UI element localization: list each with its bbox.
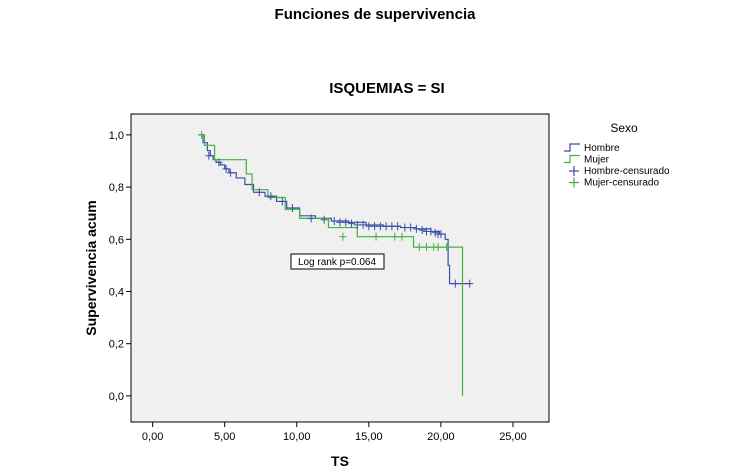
chart-title: ISQUEMIAS = SI (329, 80, 444, 97)
log-rank-annotation: Log rank p=0.064 (298, 257, 377, 268)
censor-mark-hombre-censurado (412, 224, 420, 233)
legend-item-label: Mujer (584, 155, 610, 166)
censor-mark-mujer-censurado (434, 243, 442, 252)
y-tick-label: 0,4 (109, 286, 124, 298)
legend-item-label: Mujer-censurado (584, 178, 659, 189)
legend-swatch (569, 177, 579, 188)
censor-mark-mujer-censurado (422, 243, 430, 252)
censor-marks (198, 130, 474, 288)
censor-mark-hombre-censurado (205, 151, 213, 160)
censor-mark-hombre-censurado (359, 220, 367, 229)
censor-mark-mujer-censurado (415, 243, 423, 252)
page-title: Funciones de supervivencia (274, 6, 476, 23)
y-axis: 0,0 0,2 0,4 0,6 0,8 1,0 (109, 130, 131, 403)
x-tick-label: 0,00 (142, 431, 163, 443)
legend: Sexo HombreMujerHombre-censuradoMujer-ce… (564, 121, 670, 189)
censor-mark-hombre-censurado (466, 279, 474, 288)
x-tick-label: 25,00 (499, 431, 527, 443)
y-tick-label: 0,0 (109, 391, 124, 403)
legend-item-label: Hombre-censurado (584, 166, 670, 177)
censor-mark-hombre-censurado (288, 203, 296, 212)
censor-mark-mujer-censurado (398, 232, 406, 241)
annotation-border (290, 253, 385, 270)
censor-mark-hombre-censurado (437, 230, 445, 239)
y-tick-label: 0,6 (109, 234, 124, 246)
x-axis-title: TS (331, 453, 349, 469)
legend-item-label: Hombre (584, 143, 620, 154)
censor-mark-hombre-censurado (226, 168, 234, 177)
x-tick-label: 20,00 (427, 431, 455, 443)
legend-swatch (569, 166, 579, 176)
censor-mark-hombre-censurado (320, 215, 328, 224)
censor-mark-hombre-censurado (215, 158, 223, 167)
y-axis-title: Supervivencia acum (83, 200, 99, 335)
censor-mark-hombre-censurado (307, 214, 315, 223)
censor-mark-mujer-censurado (443, 243, 451, 252)
legend-swatch (564, 154, 580, 164)
y-tick-label: 0,8 (109, 182, 124, 194)
censor-mark-mujer-censurado (198, 130, 206, 139)
censor-mark-hombre-censurado (407, 223, 415, 232)
censor-mark-mujer-censurado (372, 232, 380, 241)
series-line-mujer (198, 134, 464, 396)
x-tick-label: 15,00 (355, 431, 383, 443)
legend-title: Sexo (610, 121, 638, 135)
censor-mark-hombre-censurado (278, 197, 286, 206)
censor-mark-mujer-censurado (339, 232, 347, 241)
censor-mark-hombre-censurado (431, 228, 439, 237)
x-tick-label: 10,00 (283, 431, 311, 443)
censor-mark-hombre-censurado (427, 227, 435, 236)
annotation-box: Log rank p=0.064 (290, 253, 385, 270)
y-tick-label: 0,2 (109, 339, 124, 351)
censor-mark-hombre-censurado (418, 226, 426, 235)
censor-mark-hombre-censurado (330, 217, 338, 226)
censor-mark-hombre-censurado (342, 218, 350, 227)
censor-mark-hombre-censurado (394, 222, 402, 231)
censor-mark-hombre-censurado (222, 164, 230, 173)
legend-swatch (564, 143, 580, 152)
censor-mark-mujer-censurado (391, 232, 399, 241)
y-tick-label: 1,0 (109, 130, 124, 142)
censor-mark-hombre-censurado (255, 188, 263, 197)
censor-mark-hombre-censurado (348, 219, 356, 228)
censor-mark-hombre-censurado (267, 192, 275, 201)
censor-mark-hombre-censurado (451, 279, 459, 288)
x-tick-label: 5,00 (214, 431, 235, 443)
x-axis: 0,00 5,00 10,00 15,00 20,00 25,00 (142, 422, 527, 443)
